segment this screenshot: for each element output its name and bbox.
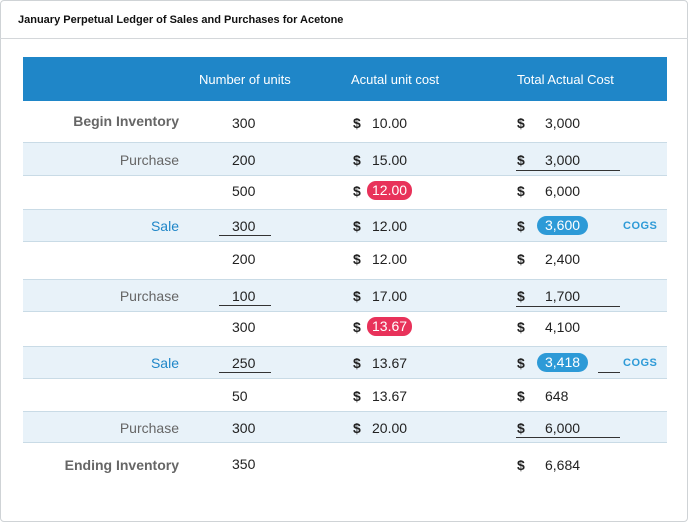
ledger-title: January Perpetual Ledger of Sales and Pu…: [18, 14, 344, 26]
table-row: Purchase 300 $ 20.00 $ 6,000: [23, 411, 667, 443]
table-row: 300 $ 13.67 $ 4,100: [23, 312, 667, 346]
total-value: 4,100: [545, 319, 581, 335]
unit-cost-currency: $: [353, 355, 361, 371]
unit-cost-value: 13.67: [372, 355, 408, 371]
total-currency: $: [517, 152, 525, 168]
unit-cost-currency: $: [353, 420, 361, 436]
units-value: 300: [232, 115, 256, 131]
row-label: Purchase: [119, 288, 179, 304]
row-label: Purchase: [119, 420, 179, 436]
table-row: Purchase 200 $ 15.00 $ 3,000: [23, 142, 667, 176]
unit-cost-value: 12.00: [372, 251, 408, 267]
table-row: 500 $ 12.00 $ 6,000: [23, 176, 667, 210]
table-row: Purchase 100 $ 17.00 $ 1,700: [23, 279, 667, 312]
units-value: 200: [232, 251, 256, 267]
table-row: Begin Inventory 300 $ 10.00 $ 3,000: [23, 104, 667, 140]
total-value: 3,000: [545, 115, 581, 131]
total-currency: $: [517, 457, 525, 473]
table-row: 50 $ 13.67 $ 648: [23, 379, 667, 412]
units-underline: [219, 235, 271, 236]
row-label: Purchase: [119, 152, 179, 168]
units-value: 300: [232, 218, 256, 234]
unit-cost-currency: $: [353, 251, 361, 267]
total-currency: $: [517, 251, 525, 267]
total-value: 648: [545, 388, 569, 404]
unit-cost-currency: $: [353, 183, 361, 199]
unit-cost-value: 13.67: [372, 388, 408, 404]
total-underline: [516, 170, 620, 171]
total-value: 2,400: [545, 251, 581, 267]
total-currency: $: [517, 355, 525, 371]
cogs-label: COGS: [623, 357, 658, 369]
table-row: Sale 300 $ 12.00 $ 3,600 COGS: [23, 209, 667, 242]
total-value: 6,000: [545, 183, 581, 199]
unit-cost-value: 15.00: [372, 152, 408, 168]
units-value: 300: [232, 420, 256, 436]
unit-cost-value: 10.00: [372, 115, 408, 131]
total-underline: [516, 437, 620, 438]
unit-cost-value: 17.00: [372, 288, 408, 304]
table-row: Sale 250 $ 13.67 $ 3,418 COGS: [23, 346, 667, 379]
cogs-total-badge: 3,418: [537, 353, 589, 372]
units-underline: [219, 372, 271, 373]
total-currency: $: [517, 218, 525, 234]
unit-cost-currency: $: [353, 218, 361, 234]
total-currency: $: [517, 288, 525, 304]
units-value: 500: [232, 183, 256, 199]
units-value: 250: [232, 355, 256, 371]
units-underline: [219, 305, 271, 306]
total-value: 6,684: [545, 457, 581, 473]
total-currency: $: [517, 420, 525, 436]
table-row: Ending Inventory 350 $ 6,684: [23, 446, 667, 482]
row-label: Sale: [150, 218, 179, 234]
total-value: 1,700: [545, 288, 581, 304]
total-underline: [516, 306, 620, 307]
units-value: 50: [232, 388, 248, 404]
units-value: 100: [232, 288, 256, 304]
total-currency: $: [517, 388, 525, 404]
header-unit-cost: Acutal unit cost: [351, 72, 440, 87]
row-label: Sale: [150, 355, 179, 371]
unit-cost-highlight-badge: 12.00: [367, 181, 413, 200]
row-label: Ending Inventory: [64, 457, 179, 473]
total-value: 3,000: [545, 152, 581, 168]
table-row: 200 $ 12.00 $ 2,400: [23, 242, 667, 277]
units-value: 200: [232, 152, 256, 168]
total-underline: [598, 372, 620, 373]
total-currency: $: [517, 319, 525, 335]
title-divider: [0, 38, 688, 39]
row-label: Begin Inventory: [73, 113, 179, 129]
cogs-total-badge: 3,600: [537, 216, 589, 235]
table-header: Number of units Acutal unit cost Total A…: [23, 57, 667, 101]
unit-cost-currency: $: [353, 388, 361, 404]
unit-cost-value: 20.00: [372, 420, 408, 436]
units-value: 350: [232, 456, 256, 472]
unit-cost-currency: $: [353, 152, 361, 168]
header-total-cost: Total Actual Cost: [517, 72, 614, 87]
total-currency: $: [517, 183, 525, 199]
header-units: Number of units: [199, 72, 291, 87]
unit-cost-currency: $: [353, 319, 361, 335]
unit-cost-highlight-badge: 13.67: [367, 317, 413, 336]
total-currency: $: [517, 115, 525, 131]
total-value: 6,000: [545, 420, 581, 436]
units-value: 300: [232, 319, 256, 335]
unit-cost-value: 12.00: [372, 218, 408, 234]
unit-cost-currency: $: [353, 115, 361, 131]
unit-cost-currency: $: [353, 288, 361, 304]
cogs-label: COGS: [623, 220, 658, 232]
